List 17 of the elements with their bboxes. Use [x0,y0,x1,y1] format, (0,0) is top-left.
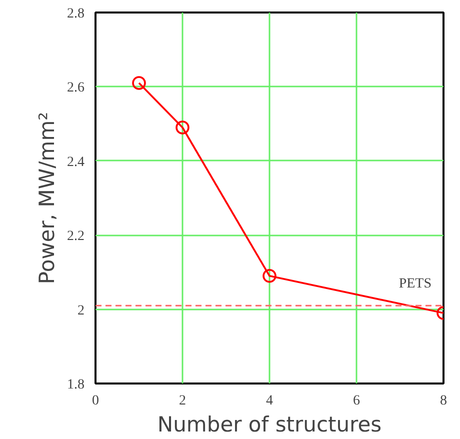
y-tick-label: 2 [78,303,84,318]
x-tick-label: 2 [179,394,186,408]
x-axis-title: Number of structures [157,412,382,436]
point [176,120,190,134]
x-tick-label: 0 [92,394,99,408]
y-tick-label: 2.6 [67,80,84,96]
y-tick-label: 2.2 [67,229,84,244]
y-axis-title: Power, MW/mm² [35,112,59,284]
y-tick-label: 2.4 [67,154,84,170]
y-tick-label: 1.8 [67,378,84,392]
ref-line-label: PETS [398,276,432,292]
y-tick-label: 2.8 [67,6,84,22]
point [262,269,276,283]
point [132,76,146,90]
x-tick-label: 8 [440,394,447,408]
x-tick-label: 4 [266,394,273,408]
x-tick-label: 6 [353,394,360,408]
